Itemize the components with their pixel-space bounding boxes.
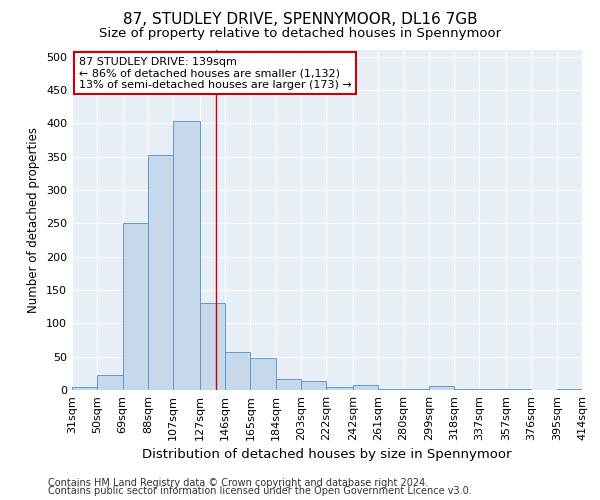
Bar — [301, 382, 326, 390]
Y-axis label: Number of detached properties: Number of detached properties — [28, 127, 40, 313]
Bar — [97, 376, 122, 390]
Text: Size of property relative to detached houses in Spennymoor: Size of property relative to detached ho… — [99, 28, 501, 40]
Bar — [353, 386, 378, 390]
Text: 87 STUDLEY DRIVE: 139sqm
← 86% of detached houses are smaller (1,132)
13% of sem: 87 STUDLEY DRIVE: 139sqm ← 86% of detach… — [79, 56, 352, 90]
Text: 87, STUDLEY DRIVE, SPENNYMOOR, DL16 7GB: 87, STUDLEY DRIVE, SPENNYMOOR, DL16 7GB — [122, 12, 478, 28]
X-axis label: Distribution of detached houses by size in Spennymoor: Distribution of detached houses by size … — [142, 448, 512, 462]
Bar — [173, 122, 200, 390]
Bar — [557, 388, 582, 390]
Bar — [200, 304, 225, 390]
Text: Contains HM Land Registry data © Crown copyright and database right 2024.: Contains HM Land Registry data © Crown c… — [48, 478, 428, 488]
Bar — [276, 378, 301, 390]
Bar — [250, 358, 276, 390]
Text: Contains public sector information licensed under the Open Government Licence v3: Contains public sector information licen… — [48, 486, 472, 496]
Bar — [429, 386, 454, 390]
Bar — [72, 386, 97, 390]
Bar — [326, 386, 353, 390]
Bar — [148, 154, 173, 390]
Bar — [225, 352, 250, 390]
Bar — [122, 224, 148, 390]
